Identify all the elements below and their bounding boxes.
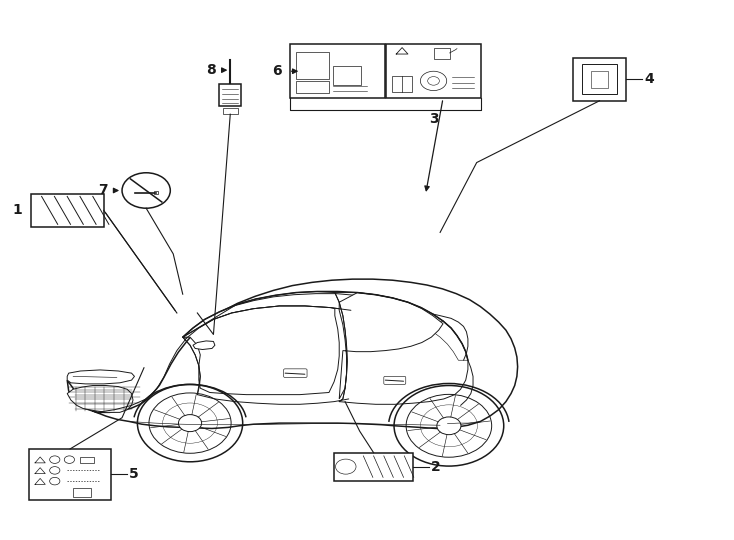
FancyBboxPatch shape <box>219 84 241 106</box>
Text: 6: 6 <box>272 64 281 78</box>
Polygon shape <box>339 293 443 399</box>
FancyBboxPatch shape <box>573 58 626 101</box>
Circle shape <box>437 417 461 435</box>
Text: 4: 4 <box>644 72 654 86</box>
Text: 8: 8 <box>206 63 216 77</box>
FancyBboxPatch shape <box>223 108 238 114</box>
FancyBboxPatch shape <box>31 194 103 227</box>
Polygon shape <box>68 370 134 384</box>
Polygon shape <box>68 386 133 413</box>
FancyBboxPatch shape <box>434 48 450 59</box>
FancyBboxPatch shape <box>392 76 413 92</box>
Text: 1: 1 <box>12 204 22 218</box>
FancyBboxPatch shape <box>386 44 481 98</box>
FancyBboxPatch shape <box>73 488 91 497</box>
FancyBboxPatch shape <box>333 66 361 85</box>
Circle shape <box>122 173 170 208</box>
Polygon shape <box>183 306 339 395</box>
FancyBboxPatch shape <box>296 52 330 79</box>
Polygon shape <box>68 279 517 428</box>
FancyBboxPatch shape <box>29 449 111 500</box>
FancyBboxPatch shape <box>582 64 617 94</box>
FancyBboxPatch shape <box>591 71 608 88</box>
FancyBboxPatch shape <box>384 376 406 384</box>
Circle shape <box>178 415 202 431</box>
FancyBboxPatch shape <box>154 191 159 194</box>
Text: 7: 7 <box>98 184 107 198</box>
FancyBboxPatch shape <box>290 44 385 98</box>
FancyBboxPatch shape <box>334 453 413 481</box>
Polygon shape <box>193 341 215 349</box>
FancyBboxPatch shape <box>283 369 307 377</box>
Text: 3: 3 <box>429 112 438 125</box>
FancyBboxPatch shape <box>296 81 330 93</box>
Polygon shape <box>422 321 468 360</box>
FancyBboxPatch shape <box>80 457 93 463</box>
Polygon shape <box>183 294 371 338</box>
Text: 5: 5 <box>129 468 139 482</box>
Text: 2: 2 <box>432 460 441 474</box>
